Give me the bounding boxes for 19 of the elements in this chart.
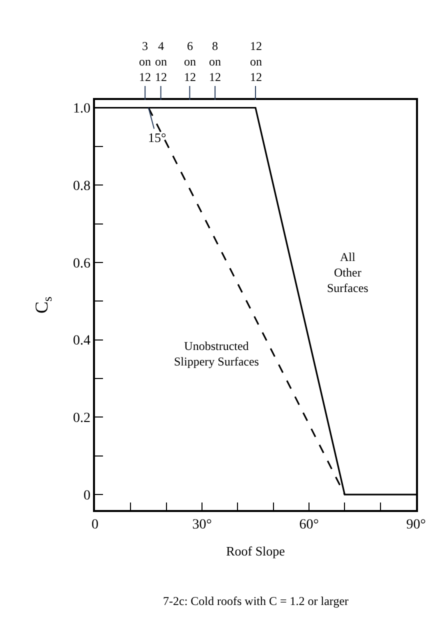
text: 3 on 12 [139, 39, 151, 84]
annotation: 15° [148, 130, 166, 145]
text: 6 on 12 [184, 39, 196, 84]
x-tick-label: 60° [299, 518, 319, 533]
x-axis-title: Roof Slope [226, 544, 286, 559]
y-tick-label: 0.4 [72, 334, 90, 349]
text: 7-2c: Cold roofs with C = 1.2 or larger [163, 594, 349, 608]
x-tick-label: 90° [406, 518, 426, 533]
y-tick-label: 0 [83, 488, 90, 504]
x-tick-label: 30° [192, 518, 212, 533]
text: 4 on 12 [155, 39, 167, 84]
y-tick-label: 0.8 [72, 178, 90, 194]
text: 12 on 12 [250, 39, 262, 84]
y-tick-label: 0.6 [72, 256, 90, 272]
annotation: All Other Surfaces [327, 250, 369, 296]
y-tick-label: 0.2 [72, 411, 90, 426]
text: 8 on 12 [209, 39, 221, 84]
y-tick-label: 1.0 [72, 102, 90, 117]
annotation: Unobstructed Slippery Surfaces [174, 339, 260, 369]
